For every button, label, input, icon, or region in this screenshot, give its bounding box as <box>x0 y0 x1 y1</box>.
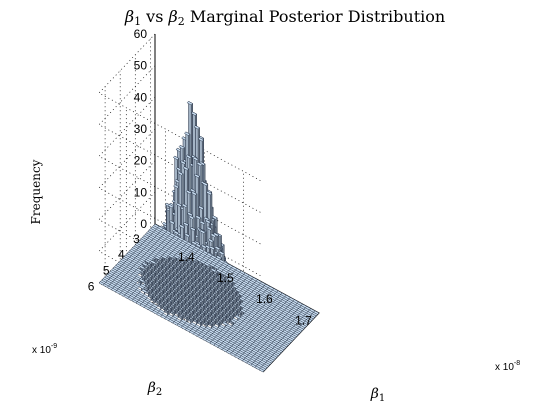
x-axis-multiplier: x 10-8 <box>495 360 520 373</box>
histogram-cell <box>149 259 157 265</box>
histogram-cell <box>145 297 152 302</box>
histogram-cell <box>158 309 166 314</box>
z-tick-label: 40 <box>134 90 148 104</box>
histogram-cell <box>210 268 217 273</box>
y-tick-label: 3 <box>133 232 140 246</box>
y-tick-label: 6 <box>88 280 95 294</box>
x-tick-label: 1.4 <box>178 250 195 264</box>
histogram-cell <box>141 288 148 293</box>
z-tick-label: 0 <box>140 217 147 231</box>
histogram-cell <box>138 278 145 283</box>
chart-title: β1 vs β2 Marginal Posterior Distribution <box>124 7 445 28</box>
x-tick-label: 1.6 <box>256 292 273 306</box>
histogram-cell <box>135 274 143 279</box>
z-tick-label: 20 <box>134 154 148 168</box>
y-tick-label: 4 <box>118 248 125 262</box>
x-gridline <box>165 129 222 320</box>
histogram-cell <box>172 314 179 319</box>
histogram-cell <box>313 310 320 315</box>
histogram-cell <box>139 283 147 288</box>
y-axis-multiplier: x 10-9 <box>32 343 57 356</box>
histogram-cell <box>141 262 148 267</box>
z-tick-label: 50 <box>134 59 148 73</box>
x-gridline <box>243 171 300 363</box>
x-tick-label: 1.7 <box>295 313 312 327</box>
y-axis-label: β2 <box>147 380 162 398</box>
histogram-cell <box>136 268 143 273</box>
x-axis-label: β1 <box>370 386 385 404</box>
bars-layer <box>98 100 320 373</box>
histogram-cell <box>135 288 142 293</box>
z-tick-label: 10 <box>134 185 148 199</box>
x-gridline <box>125 107 183 299</box>
histogram-cell <box>138 265 146 270</box>
x-tick-label: 1.5 <box>217 271 234 285</box>
histogram-cell <box>142 293 149 299</box>
z-tick-label: 60 <box>134 27 148 41</box>
y-tick-label: 5 <box>103 264 110 278</box>
histogram-cell <box>152 303 159 308</box>
z-axis-label: Frequency <box>29 159 43 224</box>
z-tick-label: 30 <box>134 122 148 136</box>
